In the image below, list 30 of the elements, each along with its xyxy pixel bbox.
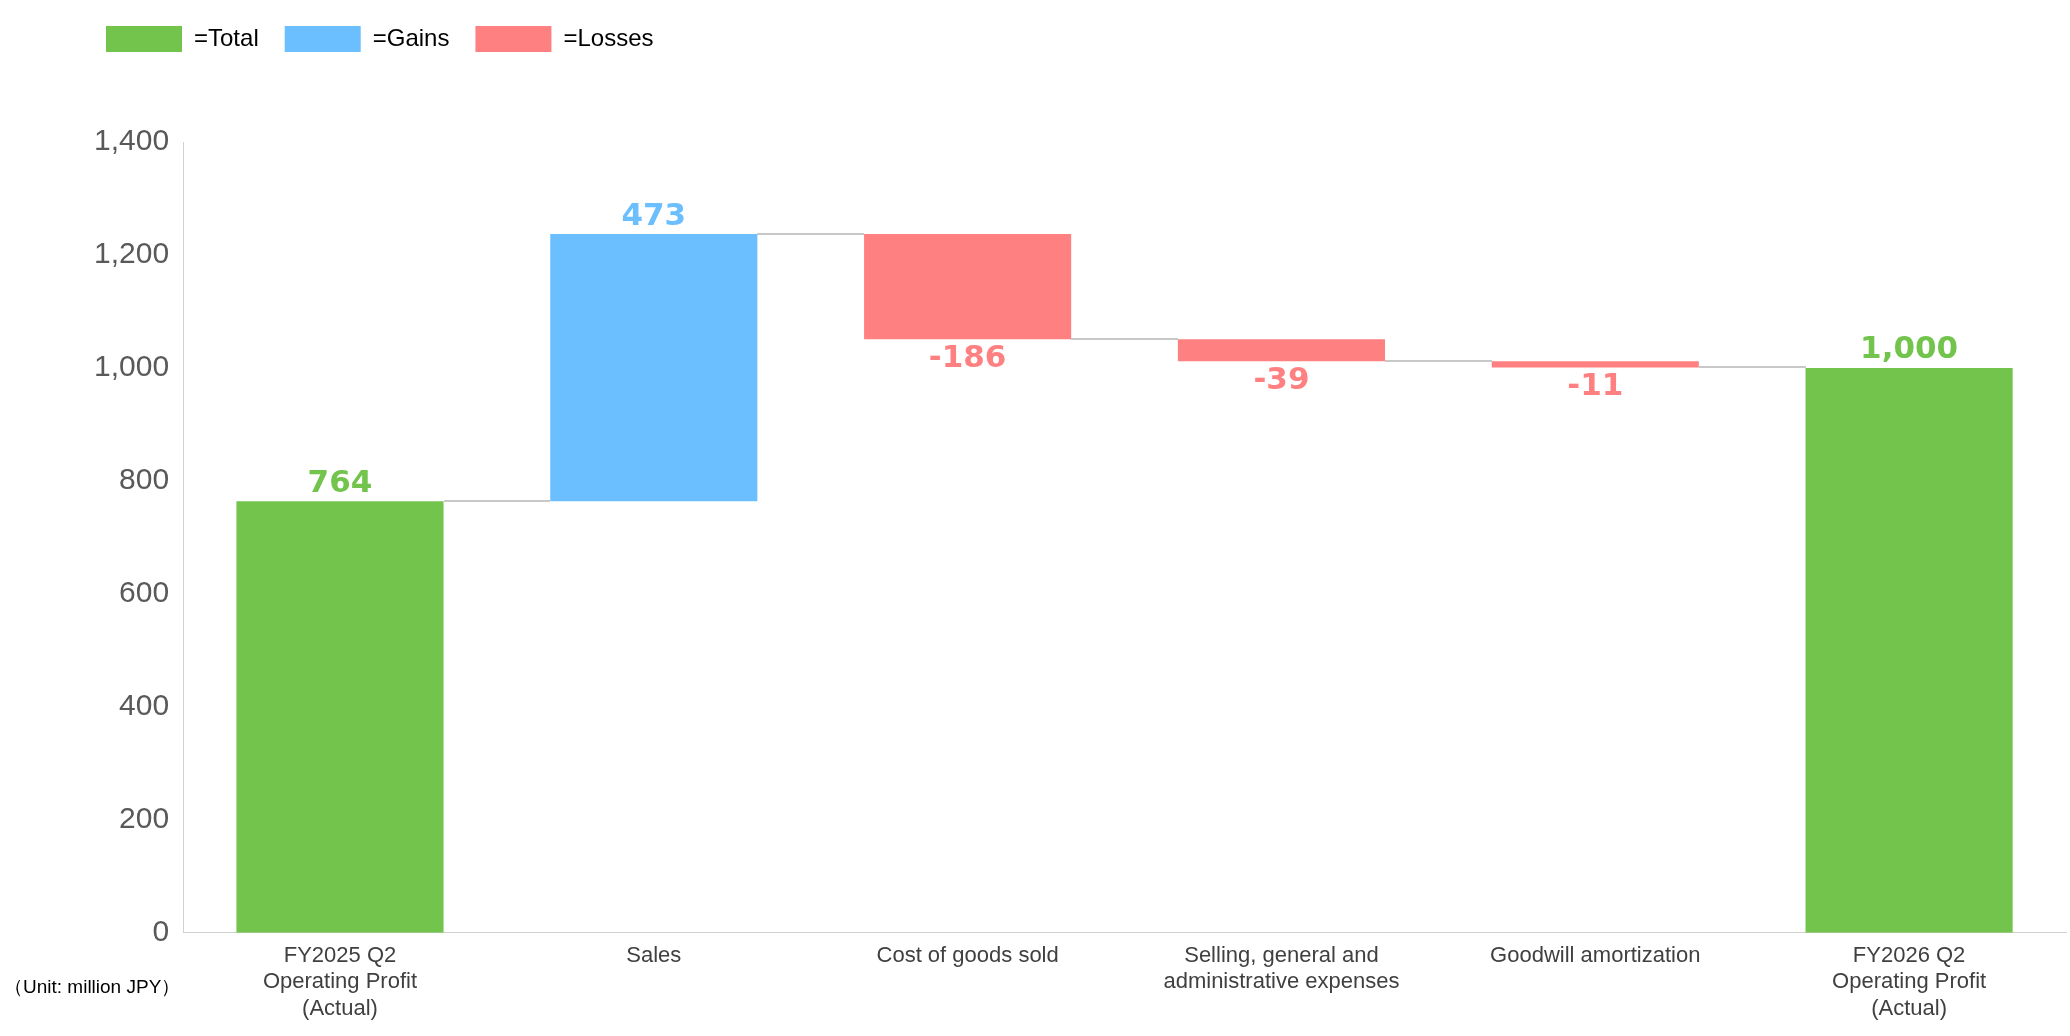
legend-label: =Gains [372, 23, 450, 51]
legend-label: =Losses [563, 23, 654, 51]
x-tick-label: Sales [626, 942, 682, 968]
x-tick-label: Goodwill amortization [1490, 942, 1701, 968]
text: 764 [307, 462, 373, 499]
bar [550, 234, 758, 502]
legend-label: =Total [194, 23, 259, 51]
y-tick-label: 0 [152, 914, 170, 948]
bar [236, 501, 444, 933]
y-tick-label: 400 [119, 688, 170, 722]
bar [864, 234, 1072, 340]
text: 1,000 [1860, 329, 1959, 366]
text: -186 [928, 337, 1007, 374]
bar [1177, 339, 1386, 362]
text: （Unit: million JPY） [4, 976, 181, 998]
y-tick-label: 800 [119, 462, 170, 496]
y-tick-label: 1,200 [94, 236, 170, 270]
bar [1805, 367, 2013, 933]
x-tick-label: FY2025 Q2 Operating Profit (Actual) [262, 942, 418, 1020]
text: 473 [621, 195, 687, 232]
x-tick-label: Cost of goods sold [876, 942, 1059, 968]
bar [1491, 361, 1699, 368]
y-tick-label: 1,000 [94, 349, 170, 383]
y-tick-label: 200 [119, 801, 170, 835]
x-tick-label: Selling, general and administrative expenses [1163, 942, 1400, 994]
y-tick-label: 600 [119, 575, 170, 609]
text: -11 [1567, 365, 1624, 402]
text: -39 [1253, 359, 1310, 396]
y-tick-label: 1,400 [94, 123, 170, 157]
x-tick-label: FY2026 Q2 Operating Profit (Actual) [1832, 942, 1987, 1020]
